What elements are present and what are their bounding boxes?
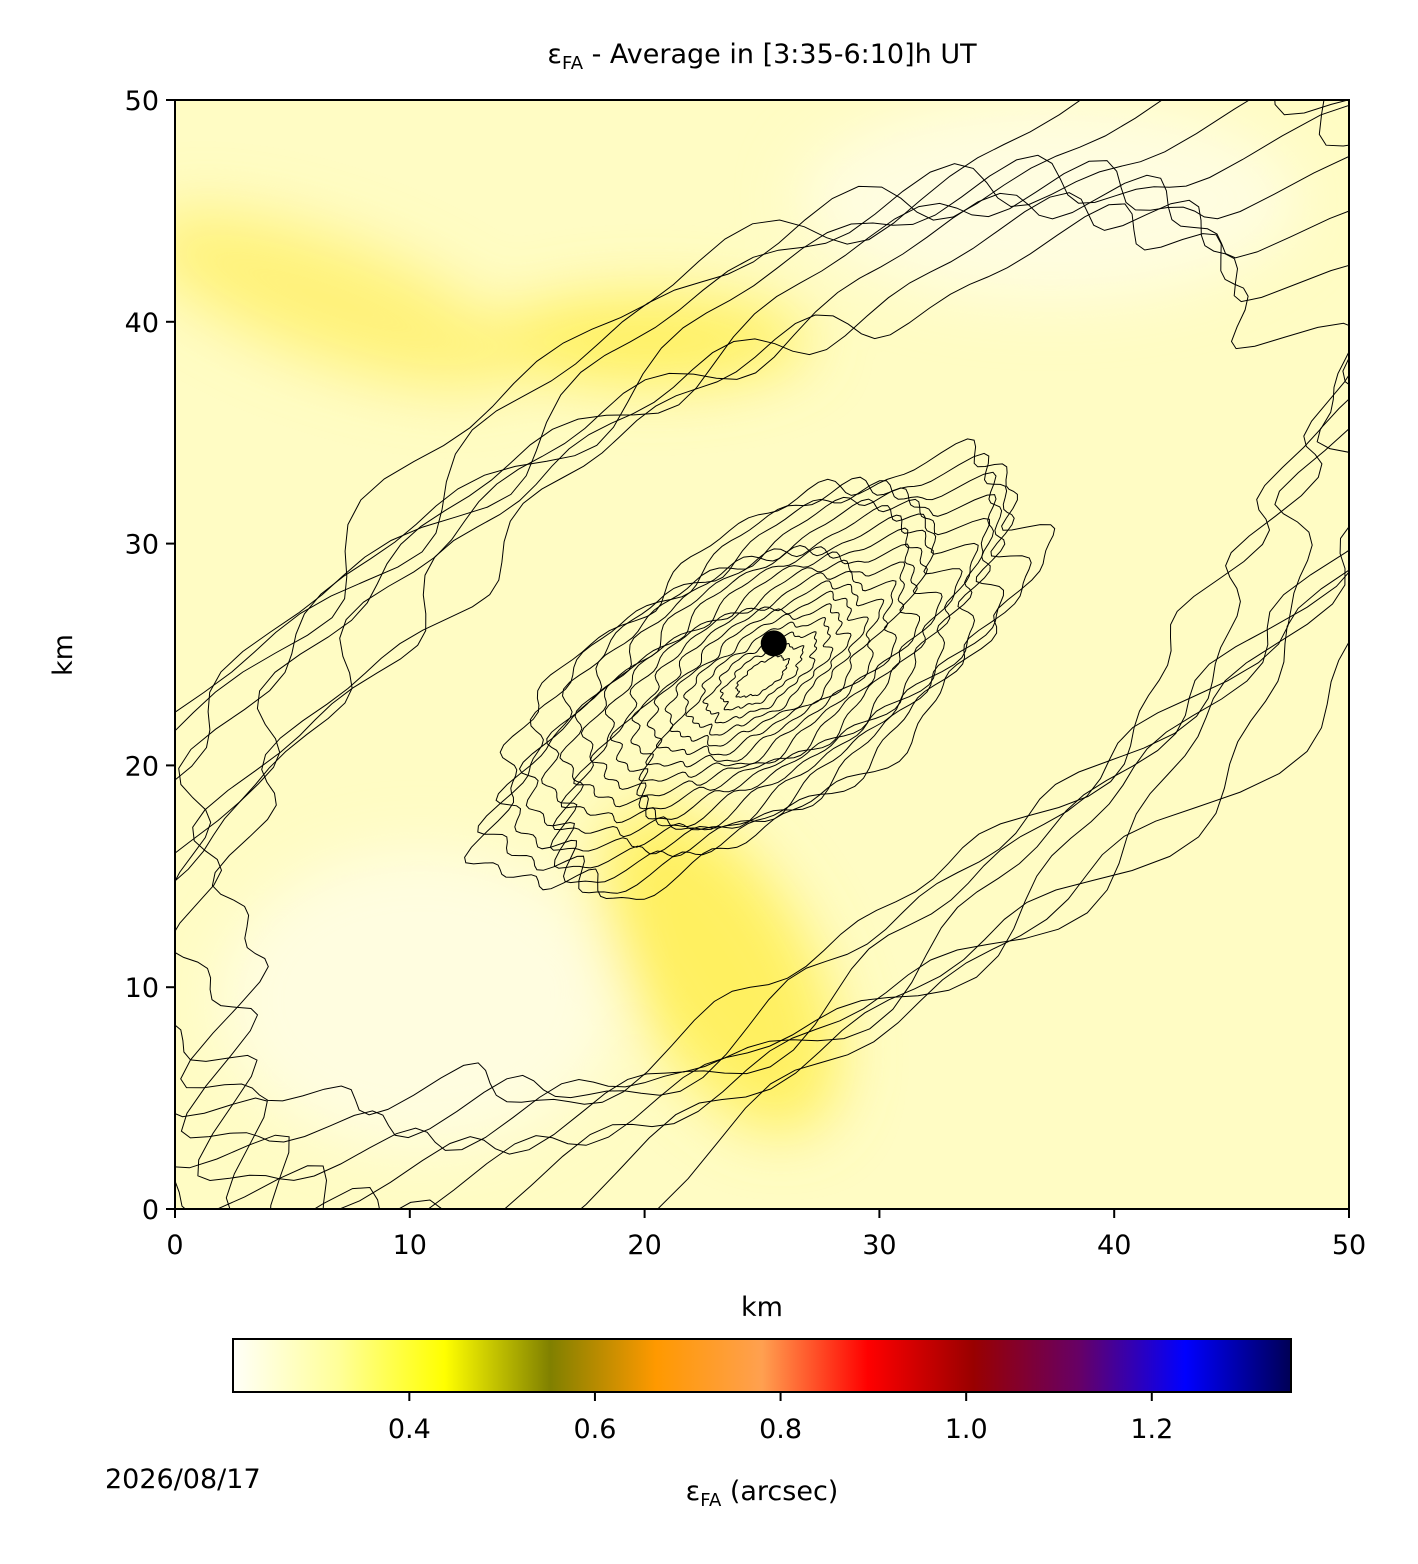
chart-title: εFA - Average in [3:35-6:10]h UT: [547, 39, 977, 74]
title-subscript: FA: [562, 53, 584, 74]
plot-frame: [174, 99, 1350, 1210]
contour-line: [175, 155, 1349, 1209]
contour-line: [589, 543, 920, 810]
contour-line: [735, 654, 791, 698]
x-tick-label: 10: [393, 1230, 427, 1261]
y-axis-label: km: [48, 634, 79, 676]
x-tick-label: 50: [1332, 1230, 1366, 1261]
contour-line: [630, 570, 897, 782]
contour-line: [495, 471, 1006, 884]
contour-line: [477, 452, 1032, 894]
colorbar-tick-label: 0.6: [573, 1414, 616, 1445]
contour-line: [175, 100, 1349, 1209]
contour-line: [669, 603, 852, 747]
contour-line: [175, 104, 1349, 1209]
cbar-symbol: ε: [686, 1476, 701, 1507]
contour-line: [464, 438, 1056, 900]
field-shading: [175, 100, 1300, 1150]
cbar-text: (arcsec): [721, 1476, 838, 1507]
y-tick-label: 0: [142, 1195, 159, 1226]
y-tick-label: 20: [125, 751, 159, 782]
y-tick-label: 10: [125, 973, 159, 1004]
y-tick-label: 30: [125, 530, 159, 561]
cbar-subscript: FA: [700, 1490, 722, 1511]
contour-line: [645, 580, 885, 768]
y-tick-label: 40: [125, 308, 159, 339]
x-tick-label: 20: [627, 1230, 661, 1261]
contour-line: [175, 174, 1349, 1182]
contour-line: [175, 100, 1349, 1209]
contour-line: [655, 590, 869, 756]
colorbar-tick-label: 0.8: [759, 1414, 802, 1445]
title-text: - Average in [3:35-6:10]h UT: [583, 39, 977, 70]
x-tick-label: 30: [862, 1230, 896, 1261]
colorbar-tick-label: 1.0: [945, 1414, 988, 1445]
date: 2026/08/17: [105, 1464, 261, 1495]
contour-line: [685, 616, 834, 736]
contour-line: [175, 192, 1349, 1143]
marker-point: [760, 630, 787, 657]
contour-line: [573, 527, 943, 820]
contour-line: [518, 487, 997, 869]
colorbar-label: εFA (arcsec): [686, 1476, 839, 1511]
title-symbol: ε: [547, 39, 562, 70]
x-tick-label: 40: [1097, 1230, 1131, 1261]
colorbar-tick-label: 1.2: [1130, 1414, 1173, 1445]
x-axis-label: km: [741, 1292, 783, 1323]
contours: [175, 100, 1349, 1209]
contour-line: [541, 498, 991, 852]
colorbar-tick-label: 0.4: [388, 1414, 431, 1445]
colorbar: [232, 1338, 1292, 1393]
contour-line: [180, 203, 1349, 1116]
x-tick-label: 0: [166, 1230, 183, 1261]
contour-line: [609, 559, 906, 797]
y-tick-label: 50: [125, 86, 159, 117]
contour-line: [175, 100, 1349, 1209]
contour-line: [560, 514, 963, 828]
